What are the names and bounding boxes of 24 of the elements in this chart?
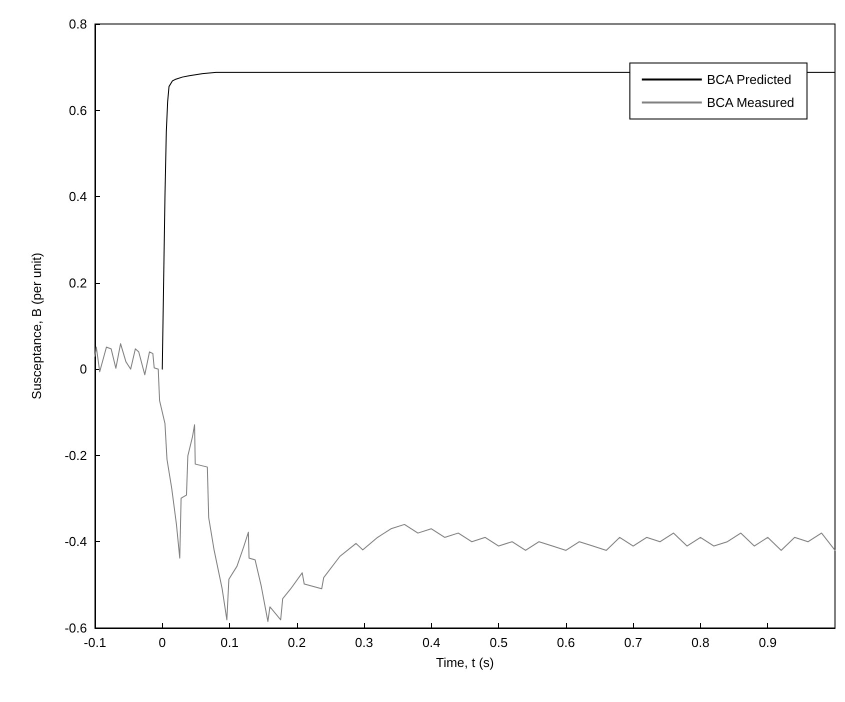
x-tick-label: 0.5: [490, 635, 508, 650]
y-tick-label: 0.4: [68, 189, 87, 204]
x-tick-label: 0.8: [691, 635, 710, 650]
y-tick-label: -0.4: [64, 534, 87, 550]
y-tick-label: 0.6: [68, 102, 87, 118]
legend-label: BCA Measured: [706, 95, 794, 110]
x-tick-label: 0.4: [422, 635, 440, 650]
x-tick-label: 0.6: [556, 635, 575, 650]
y-tick-label: 0.8: [68, 16, 87, 32]
x-tick-label: -0.1: [84, 635, 106, 650]
x-tick-label: 0.3: [355, 635, 374, 650]
y-axis-title: Susceptance, B (per unit): [29, 252, 44, 400]
x-tick-label: 0: [158, 635, 166, 650]
y-tick-label: 0: [80, 362, 87, 377]
y-tick-label: -0.2: [64, 448, 87, 463]
x-axis-title: Time, t (s): [436, 655, 494, 670]
x-tick-label: 0.9: [758, 635, 777, 650]
x-tick-label: 0.7: [624, 635, 642, 650]
x-tick-label: 0.1: [220, 635, 239, 650]
y-tick-label: -0.6: [64, 620, 87, 636]
line-series: [94, 343, 836, 622]
legend-label: BCA Predicted: [706, 72, 792, 87]
y-tick-label: 0.2: [68, 275, 87, 290]
x-tick-label: 0.2: [288, 635, 306, 650]
